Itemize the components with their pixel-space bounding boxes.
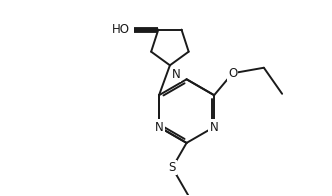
Text: HO: HO [112,23,129,36]
Text: N: N [155,121,163,133]
Text: N: N [172,68,181,81]
Text: O: O [228,67,237,80]
Text: N: N [210,121,218,133]
Text: S: S [169,161,176,174]
